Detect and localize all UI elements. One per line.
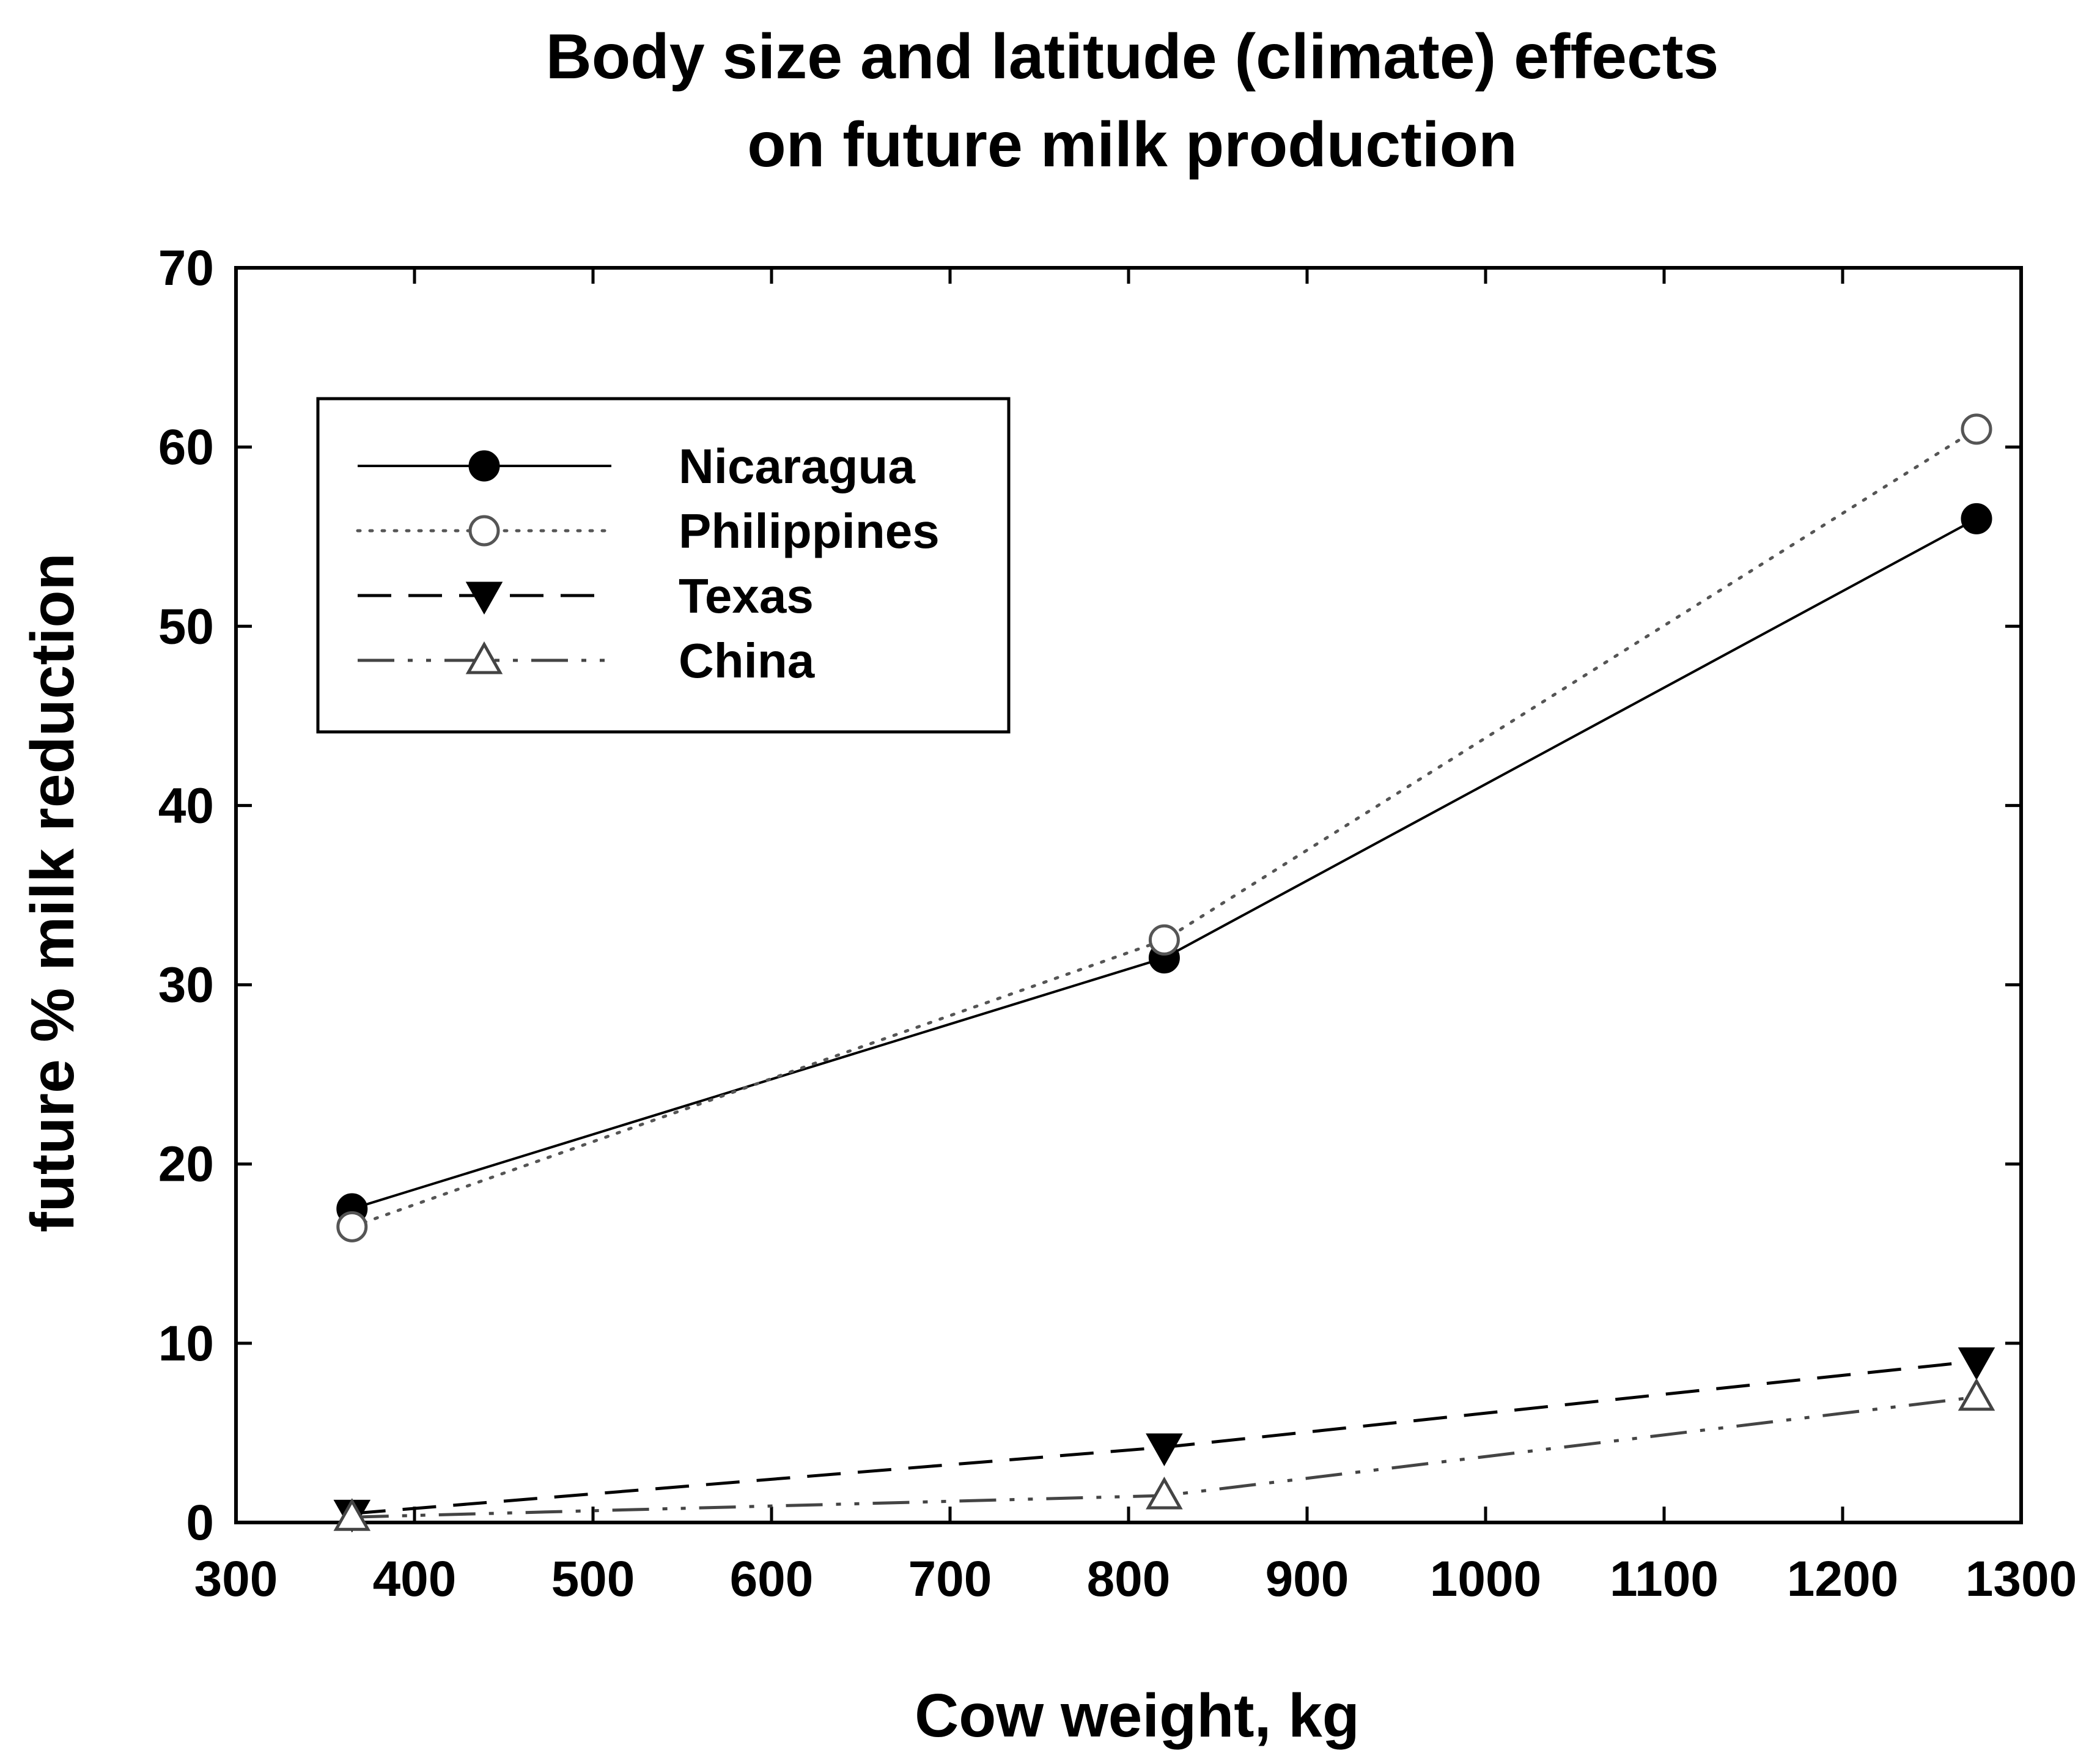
data-point-texas xyxy=(1146,1433,1183,1466)
x-axis-label: Cow weight, kg xyxy=(915,1681,1360,1750)
y-axis-label: future % milk reduction xyxy=(18,553,87,1232)
x-tick-label: 600 xyxy=(730,1551,814,1607)
x-tick-label: 400 xyxy=(373,1551,457,1607)
legend-entry-texas: Texas xyxy=(358,569,814,623)
series-china xyxy=(333,1378,1995,1531)
legend-marker-texas xyxy=(465,581,503,615)
data-point-philippines xyxy=(1961,413,1992,445)
legend-label-nicaragua: Nicaragua xyxy=(679,439,915,493)
data-point-nicaragua xyxy=(1961,503,1992,534)
y-tick-label: 20 xyxy=(158,1137,214,1192)
x-tick-label: 1000 xyxy=(1430,1551,1541,1607)
legend-label-china: China xyxy=(679,633,815,688)
y-tick-label: 40 xyxy=(158,778,214,833)
y-tick-label: 0 xyxy=(186,1495,214,1551)
legend-marker-philippines xyxy=(468,515,500,547)
x-tick-label: 700 xyxy=(908,1551,992,1607)
y-tick-label: 10 xyxy=(158,1316,214,1371)
legend-label-texas: Texas xyxy=(679,569,814,623)
x-tick-label: 900 xyxy=(1266,1551,1349,1607)
y-tick-label: 50 xyxy=(158,599,214,654)
data-point-philippines xyxy=(1148,924,1180,956)
legend-marker-china xyxy=(465,641,503,674)
legend-marker-nicaragua xyxy=(468,450,500,482)
data-point-texas xyxy=(1958,1347,1995,1381)
data-point-china xyxy=(1958,1378,1995,1411)
x-tick-label: 800 xyxy=(1087,1551,1171,1607)
axis-ticks: 300 400 500 600 700 800 900 1000 1100 1200 1300 0 10… xyxy=(158,240,2077,1607)
y-tick-label: 60 xyxy=(158,419,214,475)
legend-entry-philippines: Philippines xyxy=(356,504,940,558)
x-tick-label: 1200 xyxy=(1787,1551,1898,1607)
chart-title-line-1: Body size and latitude (climate) effects xyxy=(546,21,1719,92)
x-tick-label: 1300 xyxy=(1966,1551,2077,1607)
x-tick-label: 500 xyxy=(551,1551,635,1607)
chart-title-line-2: on future milk production xyxy=(747,109,1517,180)
y-tick-label: 30 xyxy=(158,958,214,1013)
legend-entry-nicaragua: Nicaragua xyxy=(358,439,915,493)
legend-box xyxy=(316,397,1011,734)
legend: Nicaragua Philippines Texas China xyxy=(316,397,1011,734)
data-point-philippines xyxy=(336,1211,368,1242)
series-philippines xyxy=(336,413,1992,1242)
x-tick-label: 300 xyxy=(194,1551,278,1607)
x-tick-label: 1100 xyxy=(1610,1551,1719,1607)
series-layer xyxy=(333,413,1995,1533)
y-tick-label: 70 xyxy=(158,240,214,296)
legend-entry-china: China xyxy=(358,633,815,688)
legend-label-philippines: Philippines xyxy=(679,504,940,558)
data-point-china xyxy=(1146,1476,1183,1510)
data-point-china xyxy=(333,1498,371,1531)
series-nicaragua xyxy=(336,503,1992,1225)
